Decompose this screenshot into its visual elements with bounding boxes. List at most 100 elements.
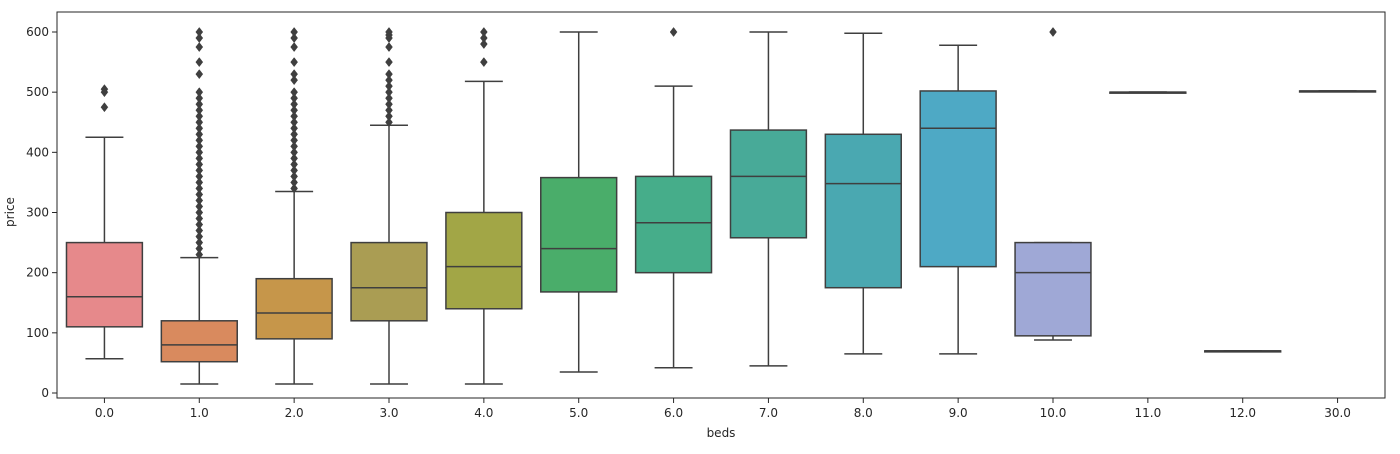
outlier-point	[195, 69, 204, 80]
x-tick-label: 12.0	[1229, 406, 1256, 420]
x-tick-label: 8.0	[854, 406, 873, 420]
outlier-point	[290, 171, 298, 182]
outlier-point	[195, 57, 204, 68]
outlier-point	[480, 57, 488, 68]
x-tick-label: 9.0	[949, 406, 968, 420]
box-30.0	[1298, 90, 1377, 93]
outlier-point	[195, 207, 204, 218]
outlier-point	[195, 195, 204, 206]
box-0.0	[65, 84, 144, 360]
box-7.0	[729, 31, 808, 367]
y-axis: 0 100 200 300 400 500 600	[26, 25, 57, 400]
outlier-point	[385, 111, 393, 122]
outlier-point	[195, 171, 204, 182]
x-tick-label: 4.0	[474, 406, 493, 420]
x-tick-label: 10.0	[1040, 406, 1067, 420]
box-3.0	[350, 27, 428, 385]
x-tick-label: 7.0	[759, 406, 778, 420]
outlier-point	[290, 111, 298, 122]
outlier-point	[385, 105, 393, 116]
outlier-point	[385, 57, 393, 68]
outlier-point	[290, 177, 298, 188]
box-5.0	[540, 31, 618, 373]
x-tick-label: 3.0	[379, 406, 398, 420]
y-tick-label: 200	[26, 266, 49, 280]
outlier-point	[385, 93, 393, 104]
outlier-point	[195, 117, 204, 128]
y-tick-label: 500	[26, 85, 49, 99]
box-10.0	[1014, 27, 1092, 341]
x-tick-label: 30.0	[1324, 406, 1351, 420]
outlier-point	[100, 84, 109, 95]
box-11.0	[1109, 91, 1187, 94]
x-tick-label: 1.0	[190, 406, 209, 420]
outlier-point	[1049, 27, 1057, 37]
outlier-point	[385, 69, 393, 80]
outlier-point	[290, 27, 298, 37]
outlier-point	[195, 237, 204, 248]
outlier-point	[290, 135, 298, 146]
x-tick-label: 0.0	[95, 406, 114, 420]
y-tick-label: 0	[41, 386, 49, 400]
outlier-point	[290, 165, 298, 176]
outlier-point	[385, 87, 393, 98]
outlier-point	[195, 219, 204, 230]
outlier-point	[195, 159, 204, 170]
outlier-point	[385, 27, 393, 37]
outlier-point	[290, 57, 298, 68]
outlier-point	[195, 141, 204, 152]
box-6.0	[634, 27, 713, 369]
outlier-point	[195, 42, 204, 53]
outlier-point	[290, 69, 298, 80]
outlier-point	[290, 123, 298, 134]
outlier-point	[290, 183, 298, 194]
outlier-point	[195, 33, 204, 43]
iqr-box	[634, 175, 713, 274]
outlier-point	[290, 99, 298, 110]
outlier-point	[385, 42, 393, 53]
outlier-point	[290, 141, 298, 152]
x-tick-label: 11.0	[1134, 406, 1161, 420]
x-tick-label: 2.0	[285, 406, 304, 420]
iqr-box	[445, 211, 523, 310]
outlier-point	[290, 159, 298, 170]
outlier-point	[195, 147, 204, 158]
outlier-point	[195, 123, 204, 134]
outlier-point	[480, 27, 488, 37]
iqr-box	[919, 90, 997, 268]
outlier-point	[195, 249, 204, 260]
y-axis-label: price	[3, 197, 17, 227]
y-tick-label: 300	[26, 206, 49, 220]
y-tick-label: 400	[26, 145, 49, 159]
iqr-box	[160, 320, 238, 363]
outlier-point	[290, 87, 298, 98]
outlier-point	[290, 75, 298, 86]
outlier-point	[290, 117, 298, 128]
iqr-box	[1014, 241, 1092, 337]
outlier-point	[195, 225, 204, 236]
x-axis: 0.0 1.0 2.0 3.0 4.0 5.0 6.0 7.0 8.0 9.0 10.0 11.0 12…	[95, 398, 1351, 420]
outlier-point	[195, 135, 204, 146]
outlier-point	[195, 87, 204, 98]
outlier-point	[195, 27, 204, 37]
x-tick-label: 5.0	[569, 406, 588, 420]
outlier-point	[195, 165, 204, 176]
outlier-point	[195, 231, 204, 242]
outlier-point	[290, 147, 298, 158]
iqr-box	[824, 133, 902, 289]
outlier-point	[195, 243, 204, 254]
outlier-point	[290, 93, 298, 104]
outlier-point	[195, 93, 204, 104]
outlier-point	[669, 27, 678, 37]
outlier-point	[195, 153, 204, 164]
outlier-point	[195, 111, 204, 122]
outlier-point	[480, 33, 488, 43]
iqr-box	[255, 277, 333, 340]
box-8.0	[824, 32, 902, 355]
y-tick-label: 600	[26, 25, 49, 39]
outlier-point	[195, 189, 204, 200]
plot-area-frame	[56, 11, 1386, 399]
iqr-box	[540, 176, 618, 293]
iqr-box	[350, 241, 428, 322]
outlier-point	[195, 183, 204, 194]
